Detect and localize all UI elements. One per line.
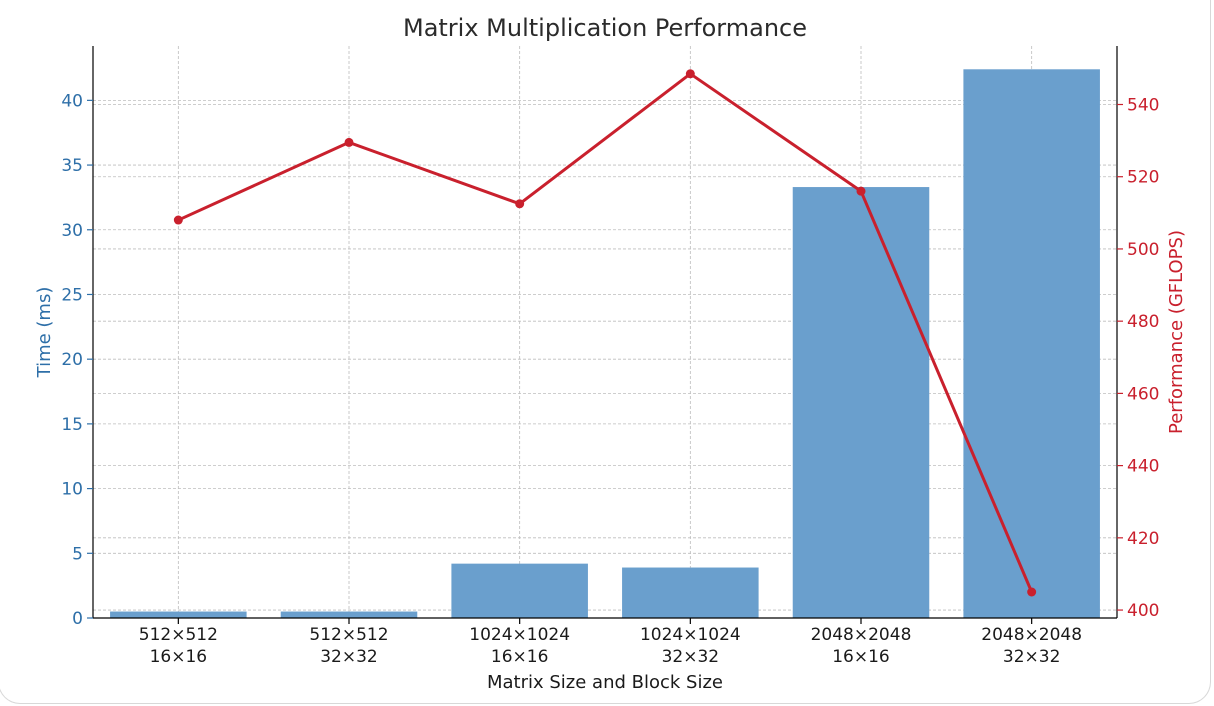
- right-tick-label: 460: [1127, 384, 1159, 404]
- right-tick-label: 500: [1127, 240, 1159, 260]
- left-tick-label: 5: [72, 544, 83, 564]
- time-bar: [622, 568, 759, 618]
- x-tick-label-matrix: 512×512: [309, 625, 388, 645]
- time-bar: [963, 69, 1100, 618]
- time-bar: [451, 564, 588, 618]
- x-tick-label-block: 32×32: [1003, 647, 1061, 667]
- time-bars: [110, 69, 1100, 618]
- x-axis-ticks: 512×51216×16512×51232×321024×102416×1610…: [139, 618, 1082, 667]
- right-tick-label: 520: [1127, 168, 1159, 188]
- performance-point: [857, 187, 866, 196]
- x-tick-label-matrix: 2048×2048: [981, 625, 1082, 645]
- right-tick-label: 480: [1127, 312, 1159, 332]
- x-tick-label-matrix: 512×512: [139, 625, 218, 645]
- x-tick-label-block: 32×32: [662, 647, 720, 667]
- right-tick-label: 400: [1127, 601, 1159, 621]
- right-tick-label: 540: [1127, 96, 1159, 116]
- time-bar: [281, 612, 418, 618]
- x-tick-label-block: 16×16: [832, 647, 890, 667]
- x-tick-label-block: 16×16: [150, 647, 208, 667]
- left-tick-label: 25: [61, 285, 83, 305]
- left-axis-label: Time (ms): [34, 287, 55, 379]
- right-axis-ticks: 400 420 440 460 480 500 520 540: [1117, 96, 1159, 622]
- performance-point: [515, 199, 524, 208]
- right-axis-label: Performance (GFLOPS): [1166, 230, 1187, 434]
- x-tick-label-matrix: 2048×2048: [811, 625, 912, 645]
- time-bar: [110, 612, 247, 618]
- performance-point: [1027, 588, 1036, 597]
- x-tick-label-matrix: 1024×1024: [640, 625, 741, 645]
- x-axis-label: Matrix Size and Block Size: [487, 672, 723, 693]
- x-tick-label-block: 32×32: [320, 647, 378, 667]
- right-tick-label: 440: [1127, 457, 1159, 477]
- x-tick-label-matrix: 1024×1024: [469, 625, 570, 645]
- left-tick-label: 30: [61, 221, 83, 241]
- left-tick-label: 10: [61, 480, 83, 500]
- left-axis-ticks: 0 5 10 15 20 25 30 35 40: [61, 91, 93, 629]
- performance-point: [174, 216, 183, 225]
- x-tick-label-block: 16×16: [491, 647, 549, 667]
- left-tick-label: 35: [61, 156, 83, 176]
- performance-point: [686, 69, 695, 78]
- performance-point: [345, 138, 354, 147]
- right-tick-label: 420: [1127, 529, 1159, 549]
- left-tick-label: 0: [72, 609, 83, 629]
- time-bar: [793, 187, 930, 618]
- chart-title: Matrix Multiplication Performance: [403, 14, 807, 42]
- left-tick-label: 20: [61, 350, 83, 370]
- left-tick-label: 40: [61, 91, 83, 111]
- left-tick-label: 15: [61, 415, 83, 435]
